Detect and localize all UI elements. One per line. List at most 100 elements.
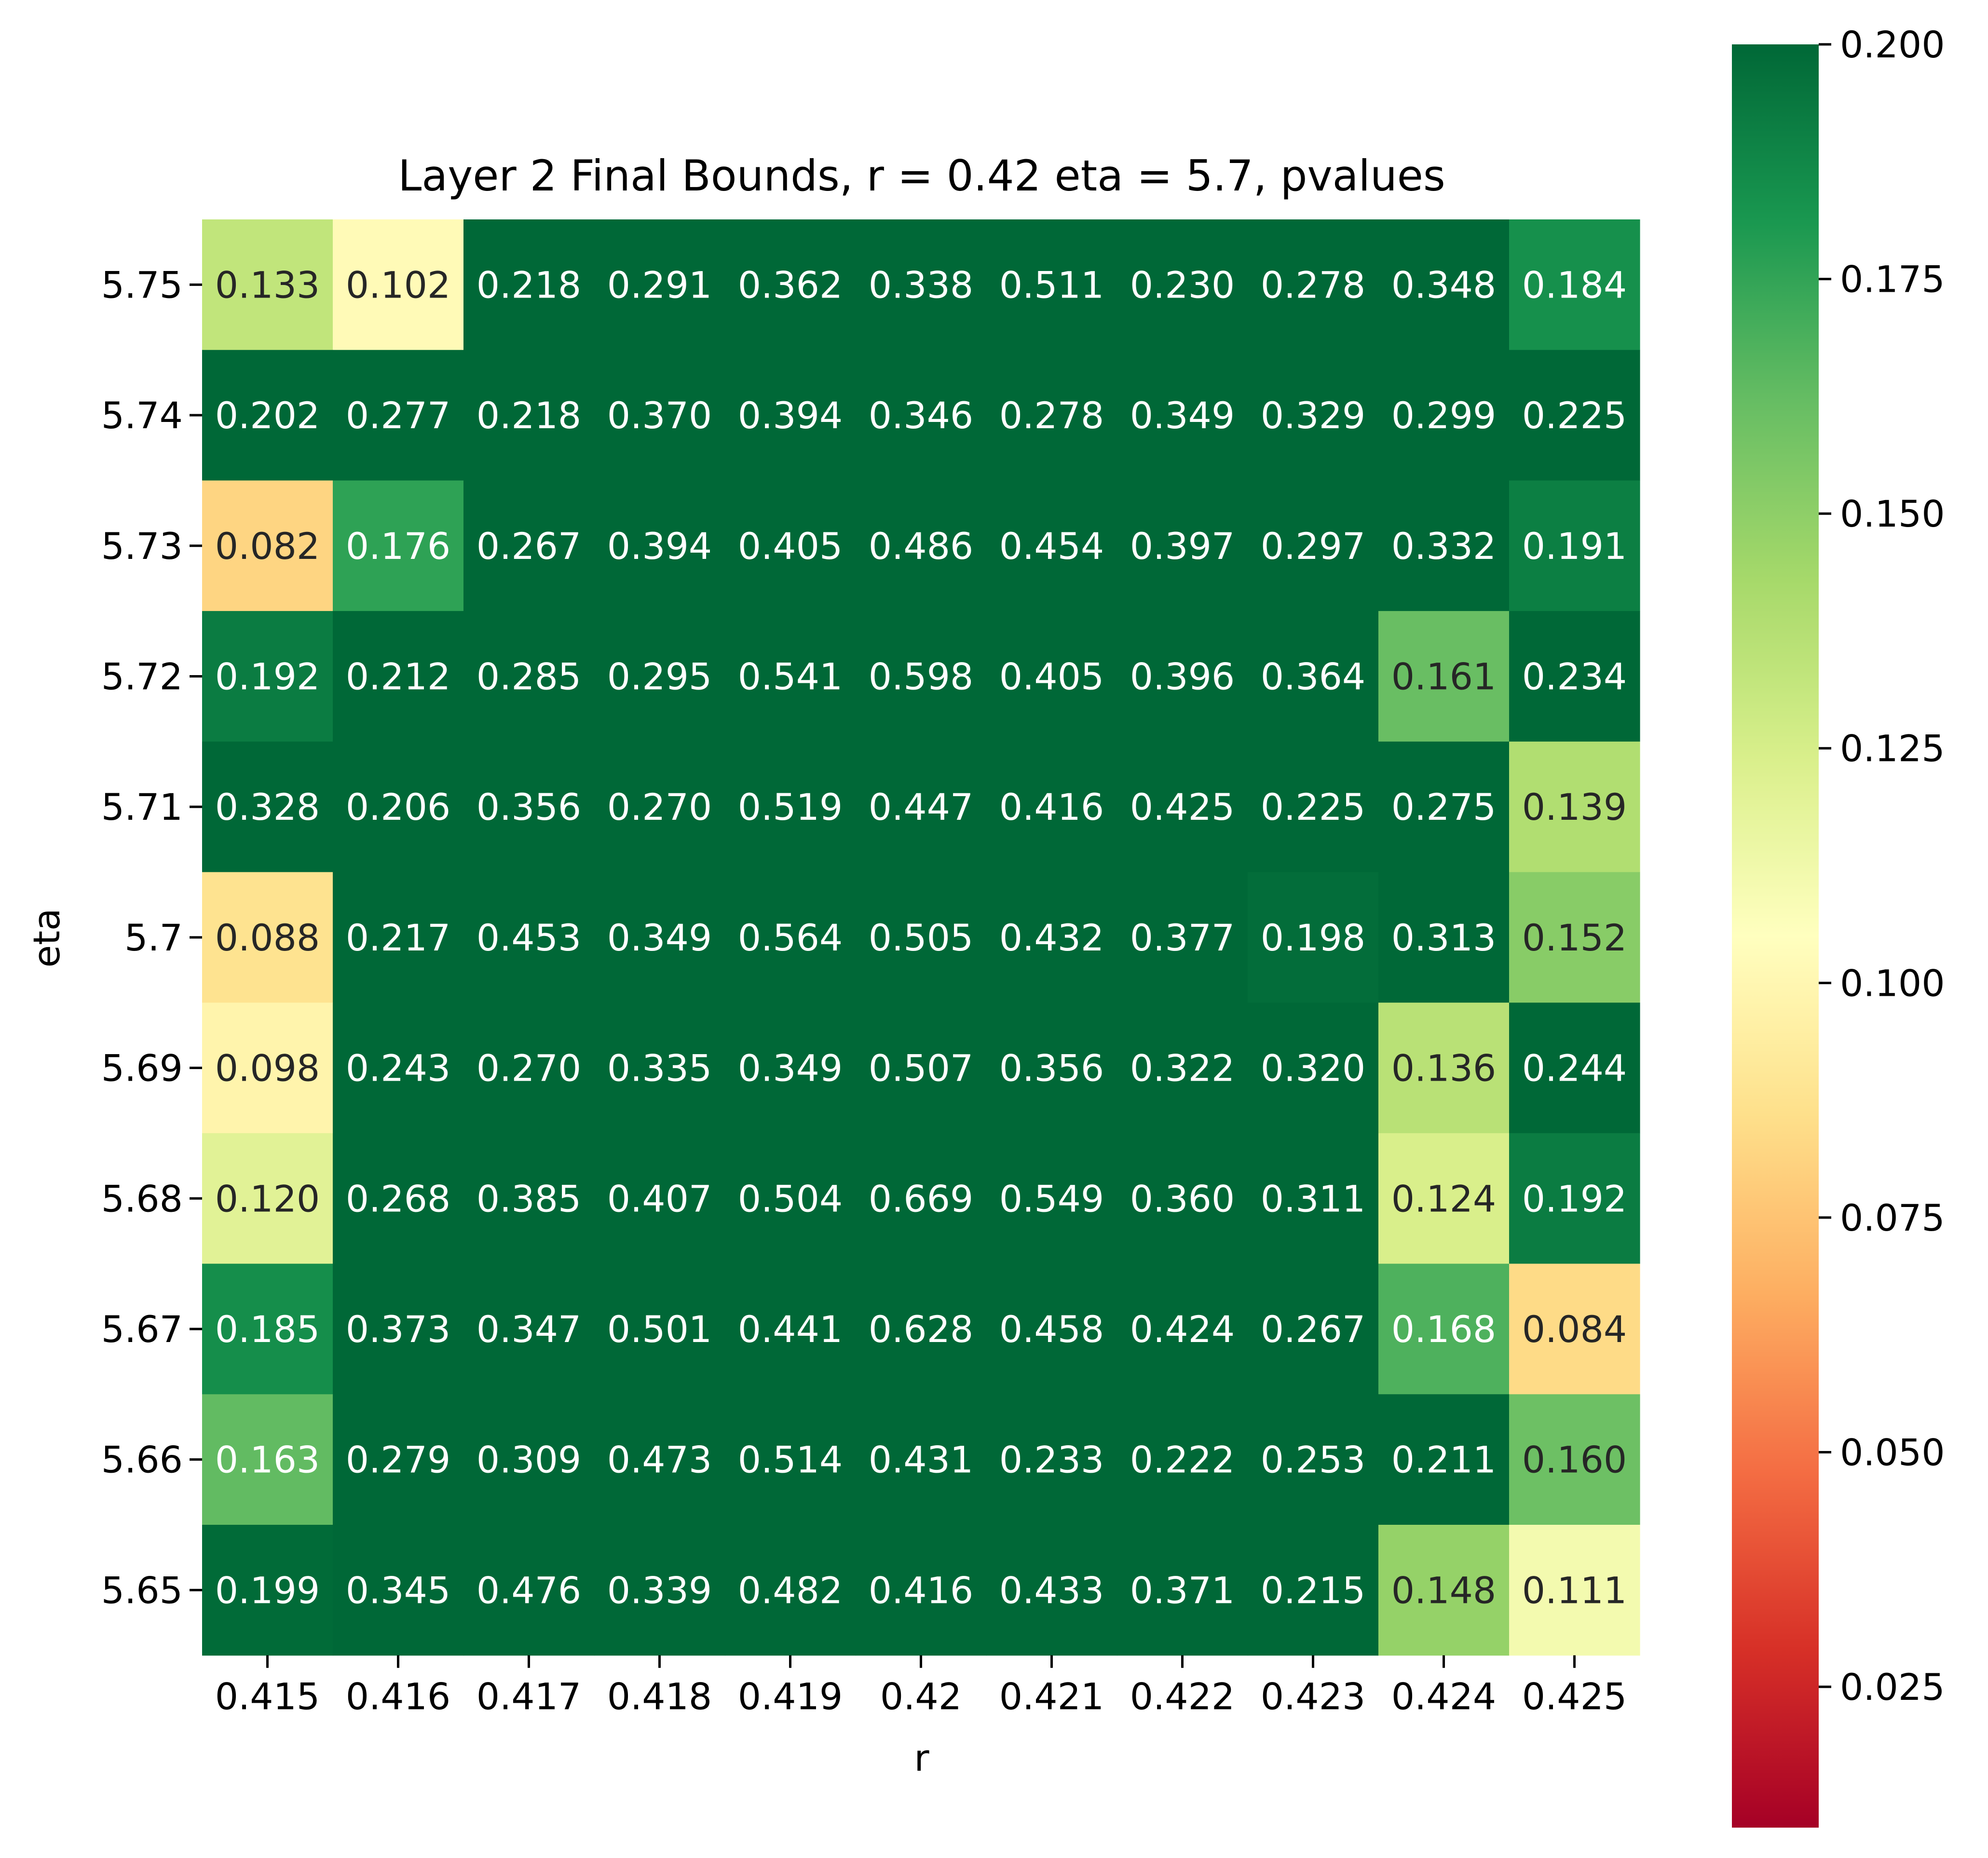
heatmap-cell <box>856 872 987 1003</box>
cell-value-label: 0.407 <box>607 1177 712 1220</box>
y-tick-label: 5.66 <box>101 1438 183 1481</box>
heatmap-cell <box>725 219 856 351</box>
heatmap-cell <box>1378 480 1510 611</box>
cell-value-label: 0.124 <box>1391 1177 1497 1220</box>
cell-value-label: 0.215 <box>1261 1569 1366 1612</box>
cell-value-label: 0.394 <box>738 394 843 437</box>
cell-value-label: 0.385 <box>477 1177 582 1220</box>
cell-value-label: 0.320 <box>1261 1047 1366 1090</box>
heatmap-cell <box>594 350 725 481</box>
cell-value-label: 0.519 <box>738 786 843 828</box>
heatmap-cell <box>1117 1394 1248 1525</box>
colorbar: 0.025 0.050 0.075 0.100 0.125 0.150 0.175 0.200 <box>1732 23 1945 1828</box>
heatmap-cell <box>986 1263 1117 1395</box>
cell-value-label: 0.362 <box>738 263 843 306</box>
cell-value-label: 0.669 <box>869 1177 974 1220</box>
heatmap-cell <box>856 219 987 351</box>
cell-value-label: 0.364 <box>1261 655 1366 698</box>
heatmap-cell <box>856 1263 987 1395</box>
heatmap-cell <box>463 1003 595 1134</box>
heatmap-cell <box>202 1394 333 1525</box>
colorbar-tick-label: 0.200 <box>1840 23 1945 66</box>
cell-value-label: 0.278 <box>1261 263 1366 306</box>
x-tick-label: 0.421 <box>999 1675 1104 1718</box>
cell-value-label: 0.356 <box>477 786 582 828</box>
cell-value-label: 0.168 <box>1391 1308 1497 1351</box>
cell-value-label: 0.473 <box>607 1438 712 1481</box>
heatmap-cell <box>463 872 595 1003</box>
cell-value-label: 0.332 <box>1391 525 1497 568</box>
x-tick-label: 0.424 <box>1391 1675 1497 1718</box>
cell-value-label: 0.270 <box>477 1047 582 1090</box>
colorbar-tick-label: 0.125 <box>1840 727 1945 770</box>
heatmap-cell <box>986 611 1117 742</box>
heatmap-cell <box>725 611 856 742</box>
heatmap-cell <box>594 219 725 351</box>
y-tick-label: 5.73 <box>101 525 183 568</box>
heatmap-cell <box>202 1003 333 1134</box>
y-axis-label: eta <box>25 908 68 967</box>
heatmap-cell <box>463 741 595 873</box>
heatmap-cell <box>1248 480 1379 611</box>
heatmap-cell <box>986 872 1117 1003</box>
heatmap-cell <box>202 872 333 1003</box>
y-tick-label: 5.69 <box>101 1047 183 1090</box>
cell-value-label: 0.329 <box>1261 394 1366 437</box>
heatmap-cell <box>1509 611 1640 742</box>
cell-value-label: 0.328 <box>215 786 320 828</box>
heatmap-cell <box>594 1525 725 1656</box>
cell-value-label: 0.511 <box>999 263 1104 306</box>
heatmap-annotations: 0.133 0.102 0.218 0.291 0.362 0.338 0.511 0.230… <box>215 263 1627 1612</box>
heatmap-cell <box>1378 1394 1510 1525</box>
heatmap-cell <box>986 350 1117 481</box>
x-axis-ticks: 0.415 0.416 0.417 0.418 0.419 0.42 0.421 0.422 0… <box>215 1655 1627 1718</box>
heatmap-cell <box>1378 611 1510 742</box>
heatmap-cell <box>1248 1394 1379 1525</box>
cell-value-label: 0.098 <box>215 1047 320 1090</box>
heatmap-cell <box>333 350 464 481</box>
cell-value-label: 0.160 <box>1522 1438 1627 1481</box>
heatmap-cell <box>1509 1003 1640 1134</box>
cell-value-label: 0.424 <box>1130 1308 1235 1351</box>
heatmap-cell <box>463 1133 595 1264</box>
heatmap-cell <box>725 741 856 873</box>
cell-value-label: 0.507 <box>869 1047 974 1090</box>
cell-value-label: 0.339 <box>607 1569 712 1612</box>
heatmap-cell <box>1509 741 1640 873</box>
heatmap-cell <box>725 1133 856 1264</box>
cell-value-label: 0.234 <box>1522 655 1627 698</box>
cell-value-label: 0.349 <box>607 916 712 959</box>
x-tick-label: 0.425 <box>1522 1675 1627 1718</box>
cell-value-label: 0.192 <box>1522 1177 1627 1220</box>
cell-value-label: 0.297 <box>1261 525 1366 568</box>
cell-value-label: 0.277 <box>346 394 451 437</box>
cell-value-label: 0.218 <box>477 394 582 437</box>
cell-value-label: 0.441 <box>738 1308 843 1351</box>
cell-value-label: 0.218 <box>477 263 582 306</box>
cell-value-label: 0.291 <box>607 263 712 306</box>
cell-value-label: 0.225 <box>1522 394 1627 437</box>
heatmap-cell <box>333 1003 464 1134</box>
cell-value-label: 0.268 <box>346 1177 451 1220</box>
heatmap-cell <box>333 741 464 873</box>
heatmap-cell <box>1248 741 1379 873</box>
heatmap-cell <box>725 350 856 481</box>
cell-value-label: 0.514 <box>738 1438 843 1481</box>
cell-value-label: 0.285 <box>477 655 582 698</box>
cell-value-label: 0.111 <box>1522 1569 1627 1612</box>
heatmap-cell <box>202 741 333 873</box>
heatmap-cell <box>463 1525 595 1656</box>
heatmap-cell <box>202 480 333 611</box>
cell-value-label: 0.211 <box>1391 1438 1497 1481</box>
cell-value-label: 0.191 <box>1522 525 1627 568</box>
colorbar-tick-label: 0.100 <box>1840 962 1945 1004</box>
cell-value-label: 0.335 <box>607 1047 712 1090</box>
heatmap-cell <box>1509 1133 1640 1264</box>
y-tick-label: 5.75 <box>101 263 183 306</box>
cell-value-label: 0.199 <box>215 1569 320 1612</box>
heatmap-cell <box>463 350 595 481</box>
heatmap-cell <box>1117 1263 1248 1395</box>
cell-value-label: 0.482 <box>738 1569 843 1612</box>
heatmap-cell <box>1117 1133 1248 1264</box>
cell-value-label: 0.453 <box>477 916 582 959</box>
